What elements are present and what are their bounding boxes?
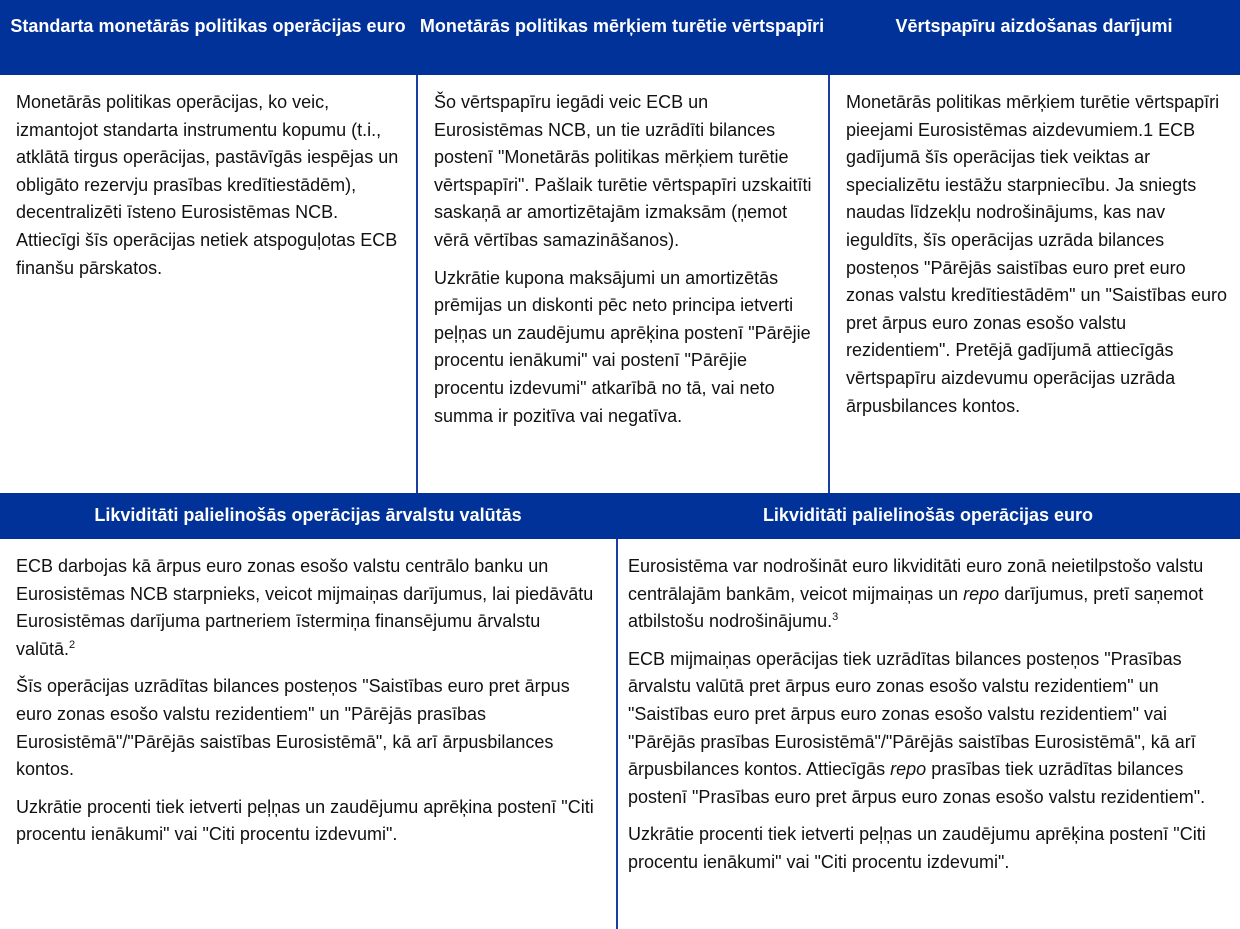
text: ECB mijmaiņas operācijas tiek uzrādītas … xyxy=(628,648,1196,780)
paragraph: Eurosistēma var nodrošināt euro likvidit… xyxy=(628,553,1228,636)
paragraph: Uzkrātie kupona maksājumi un amortizētās… xyxy=(434,267,811,426)
paragraph: ECB mijmaiņas operācijas tiek uzrādītas … xyxy=(628,646,1228,812)
text-italic: repo xyxy=(890,759,927,780)
paragraph: Uzkrātie procenti tiek ietverti peļņas u… xyxy=(628,824,1206,872)
footnote-ref: 3 xyxy=(832,611,839,624)
cell-securities-held: Šo vērtspapīru iegādi veic ECB un Eurosi… xyxy=(416,75,828,493)
header-securities-lending: Vērtspapīru aizdošanas darījumi xyxy=(828,0,1240,75)
cell-euro-liquidity: Eurosistēma var nodrošināt euro likvidit… xyxy=(616,539,1240,929)
text: prasības tiek uzrādītas bilances postenī… xyxy=(628,759,1206,807)
text: ECB darbojas kā ārpus euro zonas esošo v… xyxy=(16,556,594,659)
header-standard-operations: Standarta monetārās politikas operācijas… xyxy=(0,0,416,75)
header-securities-held: Monetārās politikas mērķiem turētie vērt… xyxy=(416,0,828,75)
bottom-header-row: Likviditāti palielinošās operācijas ārva… xyxy=(0,493,1240,539)
paragraph: Uzkrātie procenti tiek ietverti peļņas u… xyxy=(16,796,594,845)
cell-securities-lending: Monetārās politikas mērķiem turētie vērt… xyxy=(828,75,1240,493)
top-body-row: Monetārās politikas operācijas, ko veic,… xyxy=(0,75,1240,493)
cell-standard-operations: Monetārās politikas operācijas, ko veic,… xyxy=(0,75,416,493)
footnote-ref: 2 xyxy=(69,638,76,651)
paragraph: Šīs operācijas uzrādītas bilances posteņ… xyxy=(16,676,570,780)
top-header-row: Standarta monetārās politikas operācijas… xyxy=(0,0,1240,75)
header-fx-liquidity: Likviditāti palielinošās operācijas ārva… xyxy=(0,493,616,539)
header-euro-liquidity: Likviditāti palielinošās operācijas euro xyxy=(616,493,1240,539)
text-italic: repo xyxy=(963,583,1000,604)
paragraph: Šo vērtspapīru iegādi veic ECB un Eurosi… xyxy=(434,92,812,250)
paragraph: Monetārās politikas mērķiem turētie vērt… xyxy=(846,92,1227,416)
cell-fx-liquidity: ECB darbojas kā ārpus euro zonas esošo v… xyxy=(0,539,616,929)
paragraph: ECB darbojas kā ārpus euro zonas esošo v… xyxy=(16,553,604,663)
bottom-body-row: ECB darbojas kā ārpus euro zonas esošo v… xyxy=(0,539,1240,929)
paragraph: Monetārās politikas operācijas, ko veic,… xyxy=(16,92,399,278)
text: Eurosistēma var nodrošināt euro likvidit… xyxy=(628,556,1204,604)
text: darījumus, pretī saņemot atbilstošu nodr… xyxy=(628,583,1204,632)
